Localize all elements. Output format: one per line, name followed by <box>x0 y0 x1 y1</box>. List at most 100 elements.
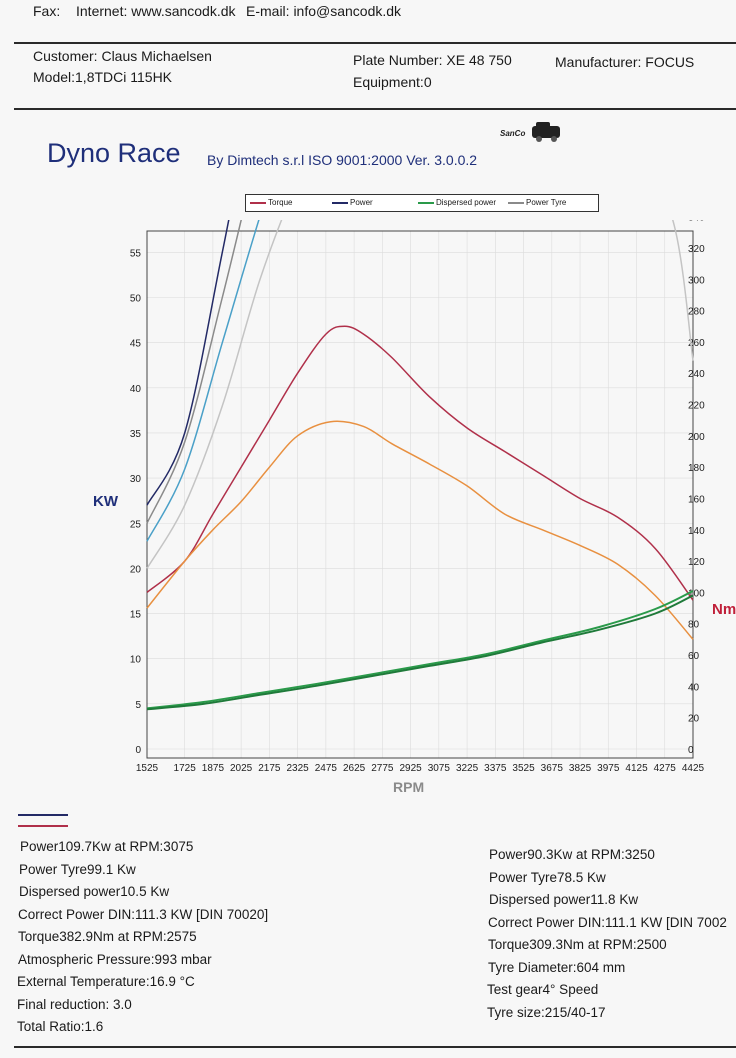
right-tick-label-0: 0 <box>688 745 694 756</box>
right-tick-label-3: 60 <box>688 651 700 662</box>
x-tick-label-19: 4425 <box>682 763 705 774</box>
right-tick-label-8: 160 <box>688 494 705 505</box>
right-tick-label-17: 340 <box>688 220 705 224</box>
model-text: Model:1,8TDCi 115HK <box>33 69 173 85</box>
right-tick-label-11: 220 <box>688 401 705 412</box>
left-axis-ticks: 0510152025303540455055606570758085909510… <box>130 248 142 756</box>
x-tick-label-0: 1525 <box>136 763 159 774</box>
plot-frame <box>146 230 694 759</box>
x-tick-label-8: 2775 <box>371 763 394 774</box>
left-tick-label-6: 30 <box>130 474 142 485</box>
left-tick-label-5: 25 <box>130 519 142 530</box>
website-text: Internet: www.sancodk.dk <box>76 3 236 19</box>
stat2-test-gear: Test gear4° Speed <box>487 982 599 997</box>
page-title: Dyno Race <box>47 138 181 168</box>
x-tick-label-7: 2625 <box>343 763 366 774</box>
right-tick-label-5: 100 <box>688 588 705 599</box>
car-icon <box>531 122 560 142</box>
x-tick-label-16: 3975 <box>597 763 620 774</box>
stat-correct-power: Correct Power DIN:111.3 KW [DIN 70020] <box>18 907 269 922</box>
x-tick-label-18: 4275 <box>654 763 677 774</box>
stat-total-ratio: Total Ratio:1.6 <box>17 1019 104 1034</box>
stat2-torque: Torque309.3Nm at RPM:2500 <box>488 937 667 952</box>
series-line-dispersed-power <box>146 590 694 710</box>
x-axis-label: RPM <box>393 779 424 795</box>
stat2-tyre-size: Tyre size:215/40-17 <box>487 1005 606 1020</box>
x-tick-label-13: 3525 <box>512 763 535 774</box>
right-tick-label-13: 260 <box>688 338 705 349</box>
stat-final-reduction: Final reduction: 3.0 <box>17 997 132 1012</box>
right-tick-label-2: 40 <box>688 682 700 693</box>
chart-grid <box>146 231 694 758</box>
customer-text: Customer: Claus Michaelsen <box>33 48 212 64</box>
left-tick-label-11: 55 <box>130 248 142 259</box>
series-line-torque <box>146 325 694 601</box>
stat-torque: Torque382.9Nm at RPM:2575 <box>18 929 197 944</box>
stat2-power: Power90.3Kw at RPM:3250 <box>489 847 655 862</box>
left-tick-label-10: 50 <box>130 294 142 305</box>
stat2-dispersed: Dispersed power11.8 Kw <box>489 892 639 907</box>
manufacturer-text: Manufacturer: FOCUS <box>555 54 695 70</box>
left-tick-label-8: 40 <box>130 384 142 395</box>
fax-label: Fax: <box>33 3 61 19</box>
left-tick-label-7: 35 <box>130 429 142 440</box>
x-tick-label-5: 2325 <box>286 763 309 774</box>
series-line-power-run-2 <box>146 220 260 542</box>
x-tick-label-1: 1725 <box>174 763 197 774</box>
left-tick-label-0: 0 <box>135 745 141 756</box>
legend-power-tyre: Power Tyre <box>508 198 566 207</box>
right-tick-label-7: 140 <box>688 526 705 537</box>
series-line-power-tyre <box>146 220 242 524</box>
logo-text: SanCo <box>500 129 526 139</box>
x-tick-label-11: 3225 <box>456 763 479 774</box>
right-tick-label-14: 280 <box>688 307 705 318</box>
right-tick-label-4: 80 <box>688 620 700 631</box>
right-tick-label-6: 120 <box>688 557 705 568</box>
stat-power-tyre: Power Tyre99.1 Kw <box>19 862 136 877</box>
right-tick-label-1: 20 <box>688 714 700 725</box>
header-rule <box>14 42 736 44</box>
x-tick-label-9: 2925 <box>399 763 422 774</box>
x-axis-ticks: 1525 1725 1875 2025 2175 2325 2475 2625 2775 2925… <box>136 763 705 774</box>
x-tick-label-17: 4125 <box>625 763 648 774</box>
right-tick-label-10: 200 <box>688 432 705 443</box>
x-tick-label-14: 3675 <box>541 763 564 774</box>
left-tick-label-2: 10 <box>130 655 142 666</box>
left-tick-label-3: 15 <box>130 610 142 621</box>
stat-ext-temp: External Temperature:16.9 °C <box>17 974 195 989</box>
legend-power: Power <box>332 198 373 207</box>
x-tick-label-6: 2475 <box>315 763 338 774</box>
x-tick-label-12: 3375 <box>484 763 507 774</box>
y-axis-left-label: KW <box>93 493 119 510</box>
stat-power: Power109.7Kw at RPM:3075 <box>20 839 194 854</box>
right-axis-ticks: 0 20 40 60 80 100 120 140 160 180 200 220 240 260 280 3… <box>688 220 705 756</box>
legend-torque: Torque <box>250 198 292 207</box>
footer-rule <box>14 1046 736 1048</box>
dyno-chart: 0510152025303540455055606570758085909510… <box>93 220 736 795</box>
y-axis-right-label: Nm <box>712 601 736 618</box>
series-line-power <box>146 220 230 506</box>
x-tick-label-15: 3825 <box>569 763 592 774</box>
customer-rule <box>14 108 736 110</box>
run-markers <box>18 814 68 827</box>
stat-dispersed: Dispersed power10.5 Kw <box>19 884 170 899</box>
right-tick-label-15: 300 <box>688 275 705 286</box>
x-tick-label-4: 2175 <box>258 763 281 774</box>
right-tick-label-16: 320 <box>688 244 705 255</box>
legend-dispersed-power: Dispersed power <box>418 198 496 207</box>
series-line-dispersed-power-run-2 <box>146 594 694 711</box>
sanco-logo: SanCo <box>500 120 562 144</box>
x-tick-label-3: 2025 <box>230 763 253 774</box>
chart-series <box>146 220 694 711</box>
stat-atm-pressure: Atmospheric Pressure:993 mbar <box>18 952 212 967</box>
right-tick-label-12: 240 <box>688 369 705 380</box>
stat2-correct-power: Correct Power DIN:111.1 KW [DIN 7002 <box>488 915 727 930</box>
x-tick-label-10: 3075 <box>428 763 451 774</box>
chart-legend: Torque Power Dispersed power Power Tyre <box>245 194 599 212</box>
email-text: E-mail: info@sancodk.dk <box>246 3 402 19</box>
series-line-power-tyre-run-2 <box>146 220 694 569</box>
left-tick-label-9: 45 <box>130 339 142 350</box>
series-line-torque-run-2 <box>146 420 694 640</box>
right-tick-label-9: 180 <box>688 463 705 474</box>
stat2-power-tyre: Power Tyre78.5 Kw <box>489 870 606 885</box>
